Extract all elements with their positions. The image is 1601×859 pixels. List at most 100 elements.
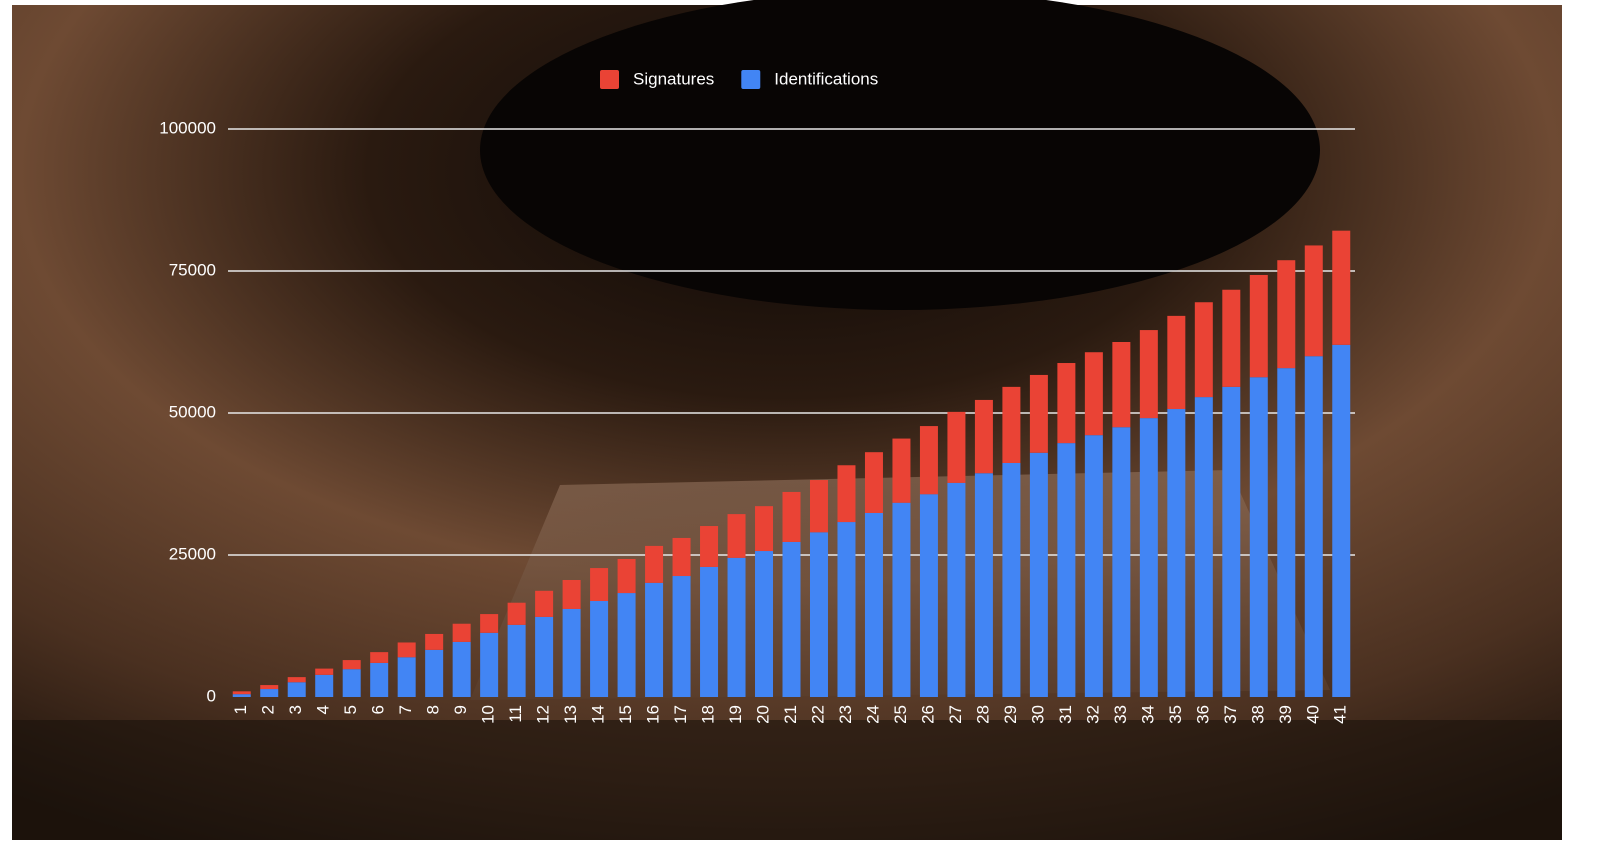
bar-segment (1304, 245, 1323, 357)
x-tick-label: 12 (534, 705, 553, 724)
bar-segment (315, 674, 334, 697)
x-tick-label: 26 (918, 705, 937, 724)
legend-label: Signatures (633, 69, 714, 88)
x-tick-label: 15 (616, 705, 635, 724)
y-tick-label: 25000 (169, 544, 216, 563)
bar-segment (645, 582, 664, 697)
bar-segment (562, 608, 581, 697)
bar-segment (727, 514, 746, 558)
bar-segment (1167, 315, 1186, 410)
x-tick-label: 17 (671, 705, 690, 724)
bar-segment (232, 694, 251, 697)
bar-segment (315, 668, 334, 675)
x-tick-label: 39 (1276, 705, 1295, 724)
bar-segment (974, 473, 993, 697)
bar-segment (1029, 452, 1048, 697)
bar-segment (1277, 368, 1296, 697)
x-tick-label: 13 (561, 705, 580, 724)
bar-segment (755, 551, 774, 697)
bar-segment (700, 566, 719, 697)
bar-segment (700, 526, 719, 567)
x-tick-label: 40 (1303, 705, 1322, 724)
x-tick-label: 16 (644, 705, 663, 724)
x-tick-label: 34 (1138, 705, 1157, 724)
bar-segment (1332, 344, 1351, 697)
legend-swatch (741, 70, 761, 89)
bar-segment (1112, 342, 1131, 428)
x-tick-label: 35 (1166, 705, 1185, 724)
crowd-foreground (12, 720, 1562, 840)
bar-segment (260, 689, 279, 697)
bar-segment (287, 677, 306, 683)
bar-segment (287, 682, 306, 697)
x-tick-label: 20 (753, 705, 772, 724)
bar-segment (1057, 363, 1076, 444)
bar-segment (1139, 418, 1158, 697)
bar-segment (425, 633, 444, 650)
bar-segment (1112, 427, 1131, 697)
x-tick-label: 9 (451, 705, 470, 714)
bar-segment (837, 465, 856, 523)
legend: Signatures Identifications (600, 69, 878, 89)
bar-segment (535, 616, 554, 697)
x-tick-label: 6 (369, 705, 388, 714)
sky (480, 0, 1320, 310)
y-tick-label: 0 (207, 686, 216, 705)
y-tick-label: 75000 (169, 260, 216, 279)
x-tick-label: 10 (479, 705, 498, 724)
x-tick-label: 4 (314, 705, 333, 714)
bar-segment (342, 669, 361, 697)
bar-segment (590, 568, 609, 602)
bar-segment (480, 614, 499, 633)
bar-segment (782, 491, 801, 542)
bar-segment (452, 623, 471, 642)
y-tick-label: 100000 (159, 118, 216, 137)
bar-segment (809, 532, 828, 697)
bar-segment (370, 652, 389, 663)
x-tick-label: 22 (808, 705, 827, 724)
bar-segment (1057, 443, 1076, 697)
bar-segment (260, 685, 279, 690)
bar-segment (864, 452, 883, 513)
x-tick-label: 28 (973, 705, 992, 724)
x-tick-label: 1 (231, 705, 250, 714)
bar-segment (672, 537, 691, 577)
bar-segment (397, 657, 416, 697)
x-tick-label: 14 (589, 705, 608, 724)
x-tick-label: 36 (1193, 705, 1212, 724)
bar-segment (562, 579, 581, 609)
x-tick-label: 27 (946, 705, 965, 724)
bar-segment (919, 426, 938, 495)
x-tick-label: 41 (1331, 705, 1350, 724)
x-tick-label: 23 (836, 705, 855, 724)
bar-segment (892, 502, 911, 697)
bar-segment (1194, 397, 1213, 697)
x-tick-label: 33 (1111, 705, 1130, 724)
x-tick-label: 11 (506, 705, 525, 723)
bar-segment (232, 691, 251, 695)
bar-segment (1084, 352, 1103, 436)
x-tick-label: 32 (1083, 705, 1102, 724)
bar-segment (727, 557, 746, 697)
bar-segment (1249, 377, 1268, 697)
bar-segment (1084, 435, 1103, 697)
bar-segment (1167, 409, 1186, 697)
bar-segment (397, 642, 416, 658)
bar-segment (617, 593, 636, 697)
bar-segment (1002, 386, 1021, 463)
x-tick-label: 7 (396, 705, 415, 714)
bar-segment (1277, 260, 1296, 369)
bar-segment (507, 602, 526, 625)
x-tick-label: 38 (1248, 705, 1267, 724)
x-tick-label: 29 (1001, 705, 1020, 724)
bar-segment (1222, 289, 1241, 387)
legend-label: Identifications (774, 69, 878, 88)
bar-segment (809, 480, 828, 533)
bar-segment (782, 541, 801, 697)
bar-segment (947, 411, 966, 483)
x-tick-label: 31 (1056, 705, 1075, 724)
x-tick-label: 37 (1221, 705, 1240, 724)
x-tick-label: 30 (1028, 705, 1047, 724)
x-tick-label: 18 (699, 705, 718, 724)
